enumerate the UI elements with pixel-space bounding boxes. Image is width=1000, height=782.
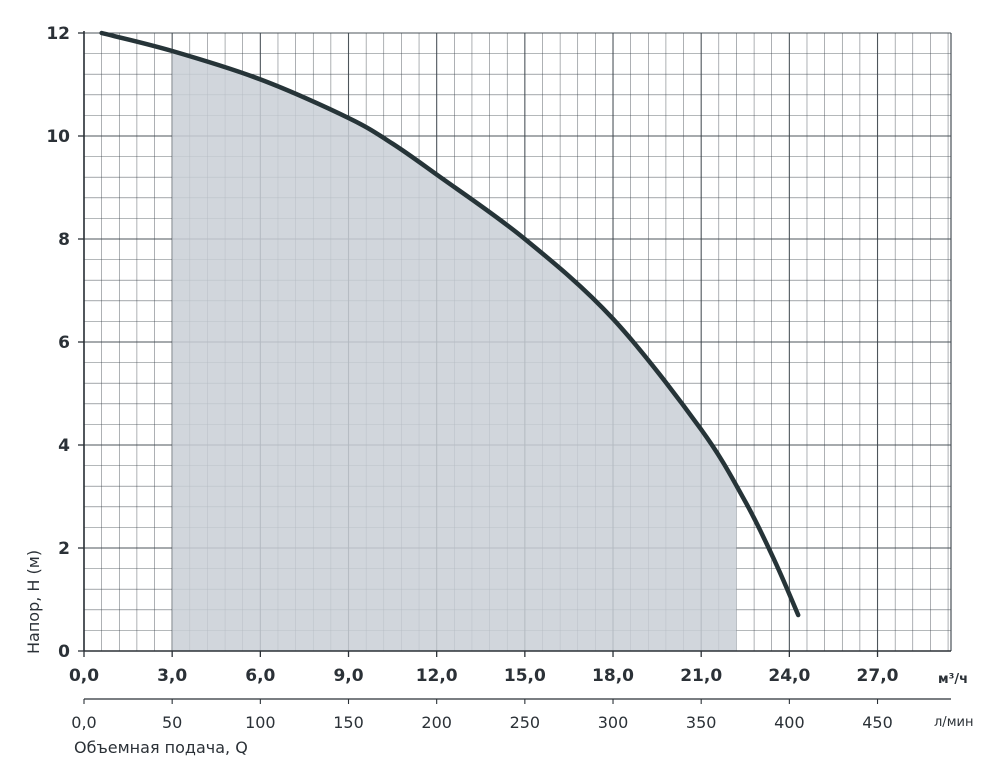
x-tick-label-m3h: 0,0 — [69, 666, 99, 686]
y-tick-label: 2 — [58, 539, 70, 559]
x-tick-labels-m3h: 0,0 3,0 6,0 9,0 12,0 15,0 18,0 21,0 24,0 27,0 — [69, 666, 899, 686]
x-tick-label-lmin: 200 — [421, 713, 452, 732]
y-tick-label: 0 — [58, 642, 70, 662]
y-tick-labels: 0 2 4 6 8 10 12 — [46, 24, 70, 662]
y-tick-label: 8 — [58, 230, 70, 250]
x-unit-lmin: л/мин — [934, 715, 973, 730]
x-tick-label-m3h: 3,0 — [157, 666, 187, 686]
x-tick-label-m3h: 12,0 — [416, 666, 458, 686]
x-tick-label-m3h: 27,0 — [857, 666, 899, 686]
axes — [78, 31, 951, 704]
y-tick-label: 6 — [58, 333, 70, 353]
x-tick-labels-lmin: 0,0 50 100 150 200 250 300 350 400 450 — [71, 713, 893, 732]
operating-range-shade — [172, 50, 737, 651]
y-axis-title: Напор, H (м) — [24, 550, 43, 654]
y-tick-label: 4 — [58, 436, 70, 456]
x-tick-label-lmin: 450 — [862, 713, 893, 732]
x-tick-label-m3h: 18,0 — [592, 666, 634, 686]
x-tick-label-lmin: 50 — [162, 713, 182, 732]
performance-curve — [99, 30, 801, 618]
x-tick-label-lmin: 100 — [245, 713, 276, 732]
x-tick-label-m3h: 15,0 — [504, 666, 546, 686]
x-tick-label-lmin: 250 — [510, 713, 541, 732]
x-tick-label-m3h: 24,0 — [768, 666, 810, 686]
x-tick-label-m3h: 21,0 — [680, 666, 722, 686]
x-tick-label-lmin: 300 — [598, 713, 629, 732]
x-tick-label-lmin: 0,0 — [71, 713, 96, 732]
x-unit-m3h: м³/ч — [938, 672, 968, 687]
x-tick-label-m3h: 9,0 — [333, 666, 363, 686]
x-tick-label-lmin: 350 — [686, 713, 717, 732]
y-tick-label: 10 — [46, 127, 70, 147]
x-tick-label-m3h: 6,0 — [245, 666, 275, 686]
y-tick-label: 12 — [46, 24, 70, 44]
x-tick-label-lmin: 150 — [333, 713, 364, 732]
x-tick-label-lmin: 400 — [774, 713, 805, 732]
x-axis-title: Объемная подача, Q — [74, 738, 248, 757]
